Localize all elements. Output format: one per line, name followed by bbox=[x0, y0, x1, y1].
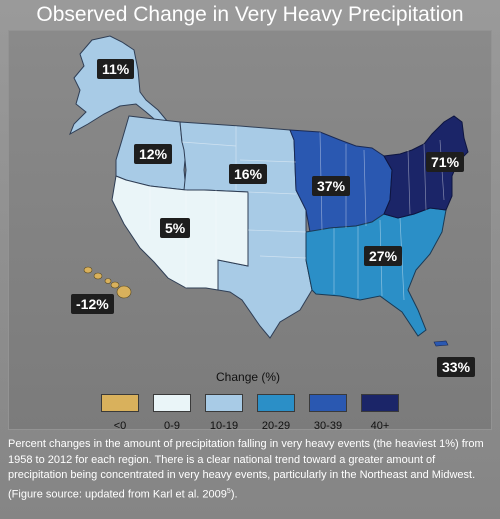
legend-label-40plus: 40+ bbox=[370, 420, 390, 432]
legend-swatch-0-9 bbox=[153, 394, 191, 412]
legend-label-lt0: <0 bbox=[113, 420, 127, 432]
figure-caption: Percent changes in the amount of precipi… bbox=[8, 437, 494, 503]
region-label-hawaii: -12% bbox=[71, 294, 114, 314]
region-label-puerto-rico: 33% bbox=[437, 357, 476, 377]
region-label-great-plains: 16% bbox=[229, 164, 268, 184]
region-label-southwest: 5% bbox=[160, 218, 191, 238]
region-label-midwest: 37% bbox=[312, 176, 351, 196]
legend-swatch-20-29 bbox=[257, 394, 295, 412]
region-label-northwest: 12% bbox=[134, 144, 173, 164]
region-hawaii bbox=[83, 266, 132, 299]
legend-title: Change (%) bbox=[216, 370, 281, 384]
legend-label-30-39: 30-39 bbox=[313, 420, 343, 432]
region-puerto-rico bbox=[433, 340, 449, 347]
region-label-northeast: 71% bbox=[426, 152, 465, 172]
figure-title: Observed Change in Very Heavy Precipitat… bbox=[36, 3, 464, 26]
legend-swatch-10-19 bbox=[205, 394, 243, 412]
legend-label-10-19: 10-19 bbox=[209, 420, 239, 432]
region-label-alaska: 11% bbox=[97, 59, 135, 79]
legend-label-0-9: 0-9 bbox=[164, 420, 180, 432]
legend-swatch-40plus bbox=[361, 394, 399, 412]
region-alaska bbox=[69, 35, 169, 136]
legend-swatch-lt0 bbox=[101, 394, 139, 412]
caption-text: Percent changes in the amount of precipi… bbox=[8, 438, 484, 501]
region-southeast bbox=[305, 207, 447, 337]
legend-swatch-30-39 bbox=[309, 394, 347, 412]
region-label-southeast: 27% bbox=[364, 246, 403, 266]
caption-end: ). bbox=[230, 488, 238, 501]
legend-label-20-29: 20-29 bbox=[261, 420, 291, 432]
caption-superscript: 5 bbox=[226, 487, 231, 495]
